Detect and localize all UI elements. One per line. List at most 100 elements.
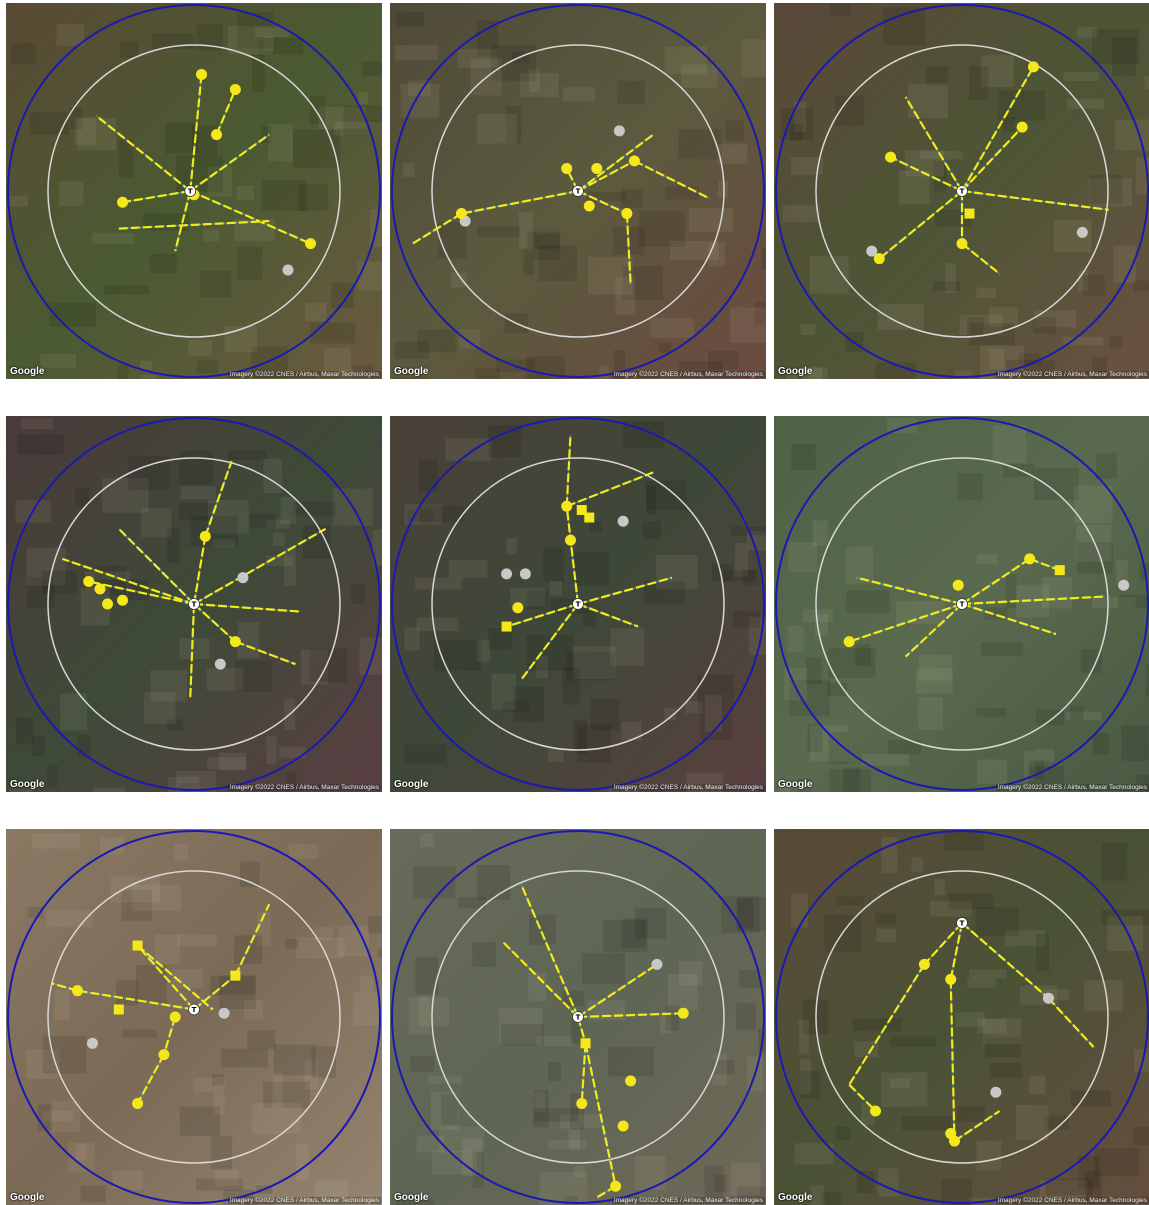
customer-node (211, 129, 223, 141)
field-patch (501, 1024, 544, 1046)
field-patch (855, 644, 871, 666)
field-patch (80, 1185, 106, 1203)
field-patch (650, 317, 694, 338)
map-panel-2[interactable]: T Google Imagery ©2022 CNES / Airbus, Ma… (390, 3, 766, 379)
field-patch (835, 1126, 851, 1141)
field-patch (179, 638, 210, 660)
field-patch (417, 329, 456, 353)
map-panel-7[interactable]: T Google Imagery ©2022 CNES / Airbus, Ma… (6, 829, 382, 1205)
field-patch (800, 1070, 821, 1099)
field-patch (967, 978, 996, 988)
field-patch (573, 552, 610, 586)
field-patch (247, 1030, 276, 1050)
field-patch (445, 438, 492, 461)
field-patch (1069, 705, 1084, 721)
unconnected-node (1076, 226, 1088, 238)
field-patch (1089, 178, 1132, 207)
satellite-map[interactable]: T (390, 416, 766, 792)
map-panel-8[interactable]: T Google Imagery ©2022 CNES / Airbus, Ma… (390, 829, 766, 1205)
field-patch (206, 667, 244, 691)
field-patch (780, 107, 814, 141)
field-patch (969, 66, 989, 101)
field-patch (934, 879, 945, 896)
field-patch (1070, 1090, 1111, 1107)
field-patch (959, 314, 1003, 335)
field-patch (60, 693, 88, 731)
imagery-attribution: Imagery ©2022 CNES / Airbus, Maxar Techn… (611, 1197, 765, 1204)
field-patch (43, 1110, 74, 1121)
map-panel-1[interactable]: T Google Imagery ©2022 CNES / Airbus, Ma… (6, 3, 382, 379)
field-patch (708, 350, 739, 370)
network-line-accent (634, 160, 710, 199)
network-line-accent (174, 190, 191, 252)
field-patch (1109, 335, 1122, 348)
field-patch (1144, 76, 1149, 90)
satellite-map[interactable]: T (774, 3, 1149, 379)
map-panel-3[interactable]: T Google Imagery ©2022 CNES / Airbus, Ma… (774, 3, 1149, 379)
field-patch (1076, 524, 1112, 562)
unconnected-node (282, 264, 294, 276)
field-patch (75, 487, 90, 507)
field-patch (441, 1093, 459, 1125)
inner-radius-ring (47, 457, 341, 751)
satellite-map[interactable]: T (6, 3, 382, 379)
customer-node (102, 598, 114, 610)
network-line (904, 603, 963, 658)
field-patch (395, 12, 424, 27)
network-line (961, 126, 1023, 192)
field-patch (585, 192, 627, 202)
satellite-map[interactable]: T (6, 829, 382, 1205)
field-patch (1089, 175, 1123, 204)
network-line (506, 602, 579, 628)
field-patch (980, 642, 1024, 656)
field-patch (881, 1072, 928, 1107)
field-patch (646, 485, 657, 515)
field-patch (528, 69, 541, 92)
map-panel-6[interactable]: T Google Imagery ©2022 CNES / Airbus, Ma… (774, 416, 1149, 792)
satellite-map[interactable]: T (774, 416, 1149, 792)
field-patch (1101, 909, 1149, 926)
field-patch (477, 226, 521, 237)
field-patch (415, 577, 463, 590)
field-patch (1135, 774, 1149, 792)
network-line (566, 471, 654, 508)
satellite-map[interactable]: T (774, 829, 1149, 1205)
network-line (118, 528, 195, 605)
field-patch (179, 503, 215, 521)
field-patch (688, 208, 734, 232)
field-patch (828, 732, 849, 765)
field-patch (800, 324, 816, 336)
satellite-map[interactable]: T (6, 416, 382, 792)
field-patch (506, 538, 517, 555)
field-patch (875, 362, 916, 379)
map-panel-5[interactable]: T Google Imagery ©2022 CNES / Airbus, Ma… (390, 416, 766, 792)
field-patch (736, 1003, 757, 1030)
satellite-map[interactable]: T (390, 3, 766, 379)
map-panel-4[interactable]: T Google Imagery ©2022 CNES / Airbus, Ma… (6, 416, 382, 792)
field-patch (174, 843, 188, 861)
field-patch (338, 370, 366, 379)
field-patch (1028, 766, 1064, 785)
field-patch (314, 1180, 348, 1197)
field-patch (415, 956, 439, 995)
satellite-map[interactable]: T (390, 829, 766, 1205)
field-patch (224, 325, 258, 353)
field-patch (992, 425, 1027, 464)
field-patch (310, 648, 347, 683)
field-patch (403, 744, 447, 764)
network-line (1047, 997, 1095, 1048)
field-patch (427, 1075, 463, 1084)
field-patch (180, 486, 217, 500)
field-patch (535, 655, 548, 679)
field-patch (207, 757, 247, 770)
network-line (949, 922, 964, 980)
network-line-accent (577, 160, 635, 192)
field-patch (737, 897, 766, 932)
network-line-accent (193, 536, 206, 605)
field-patch (734, 542, 749, 577)
field-patch (457, 49, 498, 68)
field-patch (359, 976, 374, 992)
field-patch (266, 519, 291, 529)
map-panel-9[interactable]: T Google Imagery ©2022 CNES / Airbus, Ma… (774, 829, 1149, 1205)
field-patch (603, 920, 648, 953)
